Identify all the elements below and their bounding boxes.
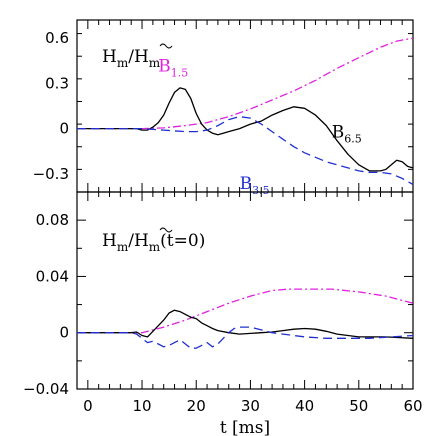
quantity-annotation: Hm/Hm(t=0) [102,231,205,254]
y-tick-label: 0.3 [45,74,69,92]
tilde-accent [159,227,173,233]
y-tick-label: 0.04 [36,267,69,285]
y-tick-label: −0.04 [23,380,69,398]
series-line-b-1-5 [77,37,414,130]
series-label: B1.5 [158,56,188,79]
y-tick-label: 0.6 [45,29,69,47]
x-tick-label: 30 [241,397,260,415]
bottom-panel: −0.04 0 0.04 0.08 Hm/Hm(t=0) [23,191,414,398]
y-tick-label: 0 [59,120,69,138]
x-tick-label: 0 [83,397,93,415]
tilde-accent [159,43,173,49]
x-axis-title: t [ms] [220,418,270,436]
series-line-b-3-5 [77,326,414,349]
x-axis: 0 10 20 30 40 50 60 t [ms] [83,397,422,436]
series-label: B3.5 [240,174,270,197]
series-label: B6.5 [332,123,362,146]
plot-frame [76,191,414,390]
x-tick-label: 50 [349,397,368,415]
series-line-b-3-5 [77,115,414,186]
y-tick-label: 0.08 [36,211,69,229]
y-tick-label: 0 [59,324,69,342]
series-line-b-6-5 [77,309,414,339]
x-tick-label: 10 [132,397,151,415]
x-tick-label: 40 [295,397,314,415]
series-line-b-6-5 [77,87,414,172]
quantity-annotation: Hm/Hm [102,47,161,70]
x-tick-label: 20 [187,397,206,415]
x-tick-label: 60 [403,397,422,415]
y-tick-label: −0.3 [33,165,69,183]
series-line-b-1-5 [77,288,414,334]
